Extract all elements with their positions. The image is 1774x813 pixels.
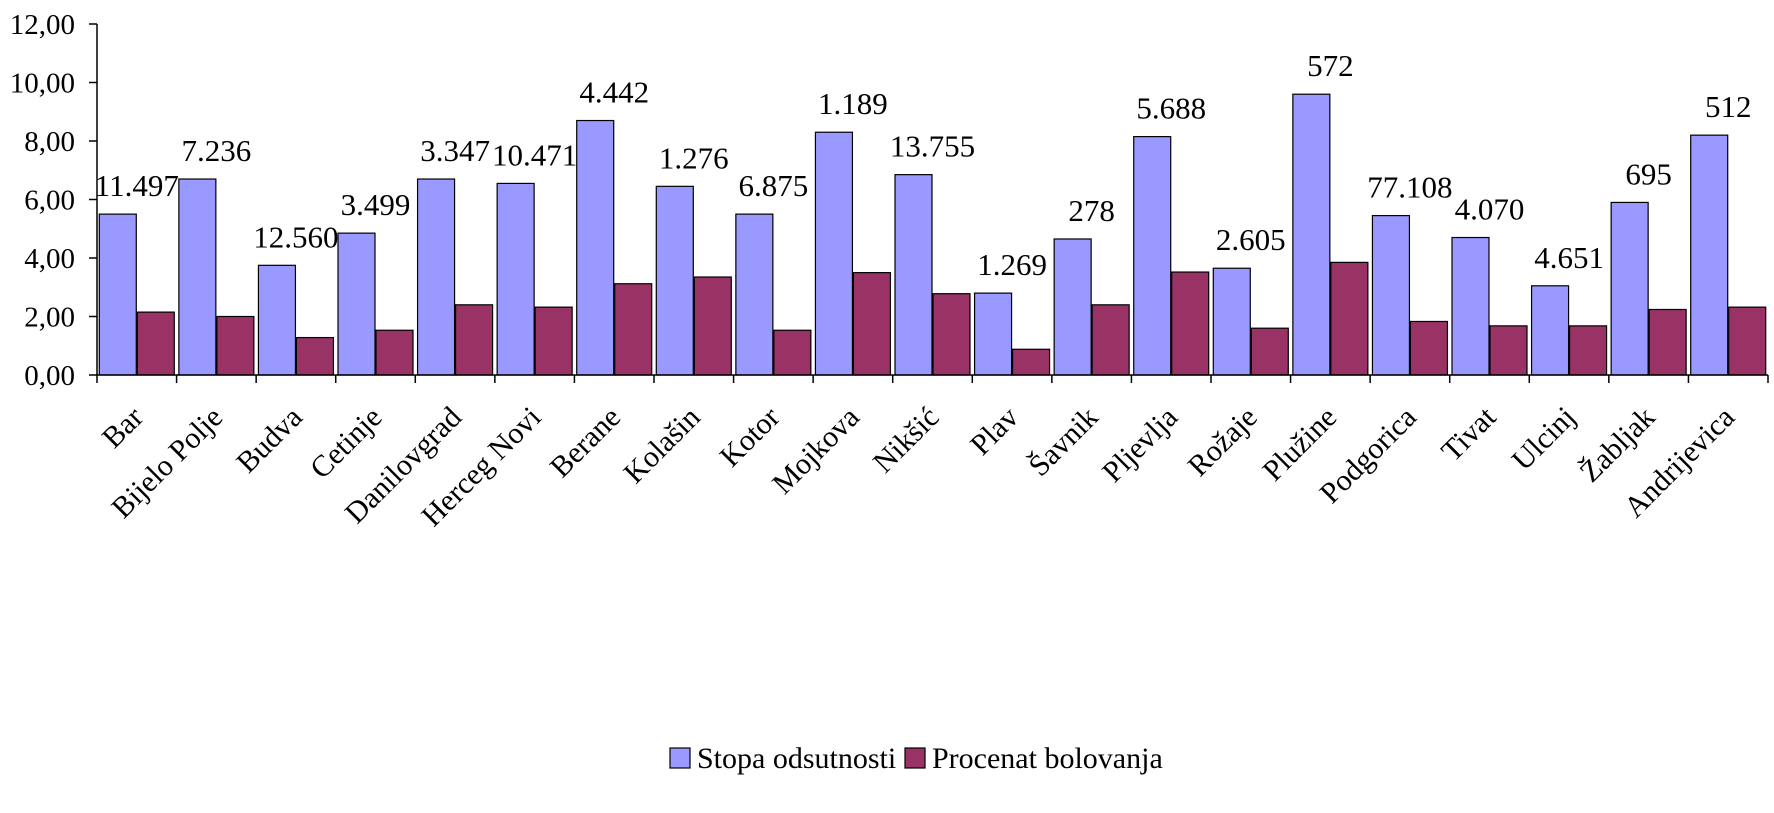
y-tick-label: 8,00 <box>24 126 75 158</box>
y-tick-label: 4,00 <box>24 243 75 275</box>
bar-stopa-odsutnosti <box>496 182 535 376</box>
data-label: 572 <box>1307 48 1354 83</box>
data-label: 4.651 <box>1534 240 1604 275</box>
bar-stopa-odsutnosti <box>973 292 1013 376</box>
x-tick-label: Plav <box>964 401 1025 462</box>
bar-stopa-odsutnosti <box>1451 236 1490 376</box>
x-tick-label: Berane <box>544 401 627 484</box>
data-label: 77.108 <box>1367 170 1452 205</box>
data-label: 7.236 <box>181 133 251 168</box>
bar-procenat-bolovanja <box>1250 327 1289 376</box>
bar-stopa-odsutnosti <box>1053 238 1092 376</box>
y-tick-label: 2,00 <box>24 302 75 334</box>
bar-stopa-odsutnosti <box>814 131 854 376</box>
data-label: 695 <box>1625 156 1672 191</box>
data-label: 12.560 <box>253 219 338 254</box>
y-tick-label: 0,00 <box>24 360 75 392</box>
data-label: 6.875 <box>738 168 808 203</box>
data-label: 4.442 <box>579 75 649 110</box>
x-tick-label: Pljevlja <box>1096 401 1184 489</box>
bar-stopa-odsutnosti <box>1530 285 1570 376</box>
bar-stopa-odsutnosti <box>416 178 456 376</box>
x-tick-label: Rožaje <box>1182 401 1264 483</box>
bar-procenat-bolovanja <box>1011 348 1051 376</box>
bar-stopa-odsutnosti <box>735 213 774 376</box>
x-tick-label: Šavnik <box>1022 401 1104 483</box>
x-tick-label: Nikšić <box>867 401 946 480</box>
data-label: 278 <box>1068 193 1115 228</box>
bar-procenat-bolovanja <box>932 293 971 376</box>
bar-procenat-bolovanja <box>1568 325 1608 376</box>
bar-procenat-bolovanja <box>375 329 414 376</box>
bar-procenat-bolovanja <box>216 315 255 376</box>
bar-procenat-bolovanja <box>773 329 812 376</box>
legend-label-procenat-bolovanja: Procenat bolovanja <box>932 742 1163 775</box>
legend-label-stopa-odsutnosti: Stopa odsutnosti <box>697 742 896 775</box>
bar-procenat-bolovanja <box>454 304 494 376</box>
x-tick-label: Ulcinj <box>1506 401 1582 477</box>
x-tick-label: Bar <box>96 401 150 455</box>
x-tick-label: Budva <box>230 401 309 480</box>
x-tick-label: Kolašin <box>617 401 706 490</box>
bar-procenat-bolovanja <box>1409 320 1449 376</box>
bar-stopa-odsutnosti <box>894 174 933 376</box>
bar-stopa-odsutnosti <box>1212 267 1251 376</box>
data-label: 4.070 <box>1455 192 1525 227</box>
data-label: 1.276 <box>659 140 729 175</box>
bar-procenat-bolovanja <box>1091 304 1130 376</box>
bar-procenat-bolovanja <box>1489 325 1528 376</box>
data-label: 512 <box>1705 89 1752 124</box>
bar-procenat-bolovanja <box>136 311 175 376</box>
data-label: 1.269 <box>977 247 1047 282</box>
bar-stopa-odsutnosti <box>1292 93 1331 376</box>
legend-swatch-stopa-odsutnosti <box>669 747 691 769</box>
bar-procenat-bolovanja <box>1171 271 1210 376</box>
bar-procenat-bolovanja <box>1330 261 1369 376</box>
bar-procenat-bolovanja <box>534 306 573 376</box>
data-label: 2.605 <box>1216 222 1286 257</box>
data-label: 5.688 <box>1136 91 1206 126</box>
bar-stopa-odsutnosti <box>1610 201 1649 376</box>
bar-stopa-odsutnosti <box>98 213 137 376</box>
bar-stopa-odsutnosti <box>1133 136 1172 376</box>
bar-stopa-odsutnosti <box>1371 214 1411 376</box>
bar-procenat-bolovanja <box>852 272 892 376</box>
data-label: 1.189 <box>818 86 888 121</box>
data-label: 3.347 <box>420 133 490 168</box>
bar-stopa-odsutnosti <box>576 119 615 376</box>
data-label: 10.471 <box>492 137 577 172</box>
bar-stopa-odsutnosti <box>1690 134 1729 376</box>
bar-stopa-odsutnosti <box>257 264 297 376</box>
data-label: 11.497 <box>95 168 179 203</box>
bar-procenat-bolovanja <box>1728 306 1767 376</box>
bar-stopa-odsutnosti <box>178 178 217 376</box>
x-tick-label: Tivat <box>1435 400 1503 468</box>
legend-swatch-procenat-bolovanja <box>904 747 926 769</box>
bar-procenat-bolovanja <box>1648 308 1687 376</box>
data-label: 3.499 <box>341 187 411 222</box>
y-tick-label: 6,00 <box>24 185 75 217</box>
x-tick-label: Mojkova <box>766 401 866 501</box>
y-tick-label: 10,00 <box>10 68 75 100</box>
bar-procenat-bolovanja <box>295 336 335 376</box>
data-label: 13.755 <box>890 129 975 164</box>
bar-stopa-odsutnosti <box>337 232 376 376</box>
x-tick-label: Kotor <box>713 401 786 474</box>
bar-procenat-bolovanja <box>614 283 653 376</box>
y-tick-label: 12,00 <box>10 9 75 41</box>
bar-stopa-odsutnosti <box>655 185 694 376</box>
bar-procenat-bolovanja <box>693 276 732 376</box>
